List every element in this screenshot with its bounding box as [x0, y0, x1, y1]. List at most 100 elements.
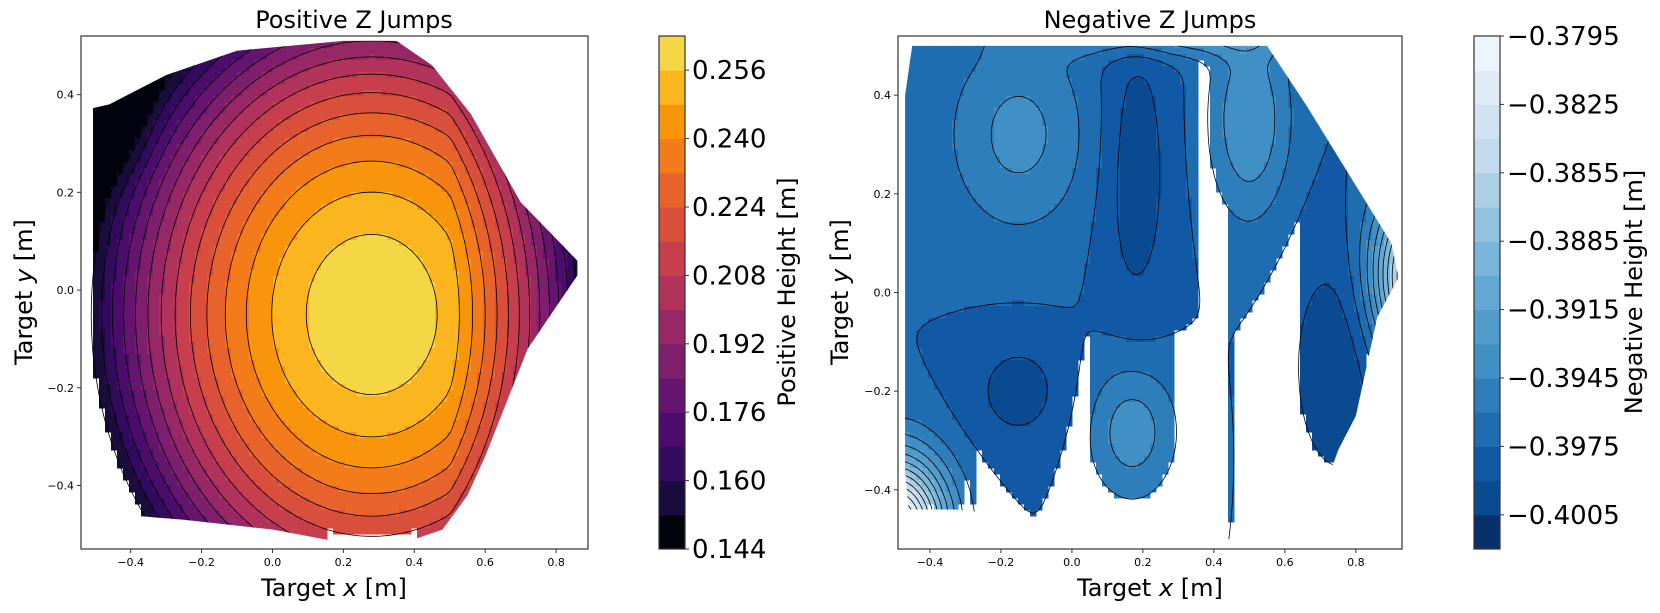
contour-band-cell	[435, 90, 442, 109]
contour-band-cell	[958, 468, 965, 505]
contour-band-cell	[387, 468, 394, 493]
contour-band-cell	[411, 144, 418, 169]
contour-band-cell	[958, 45, 965, 97]
contour-band-cell	[303, 54, 310, 73]
contour-band-cell	[297, 468, 304, 499]
contour-band-cell	[117, 432, 124, 469]
contour-band-cell	[279, 420, 286, 457]
contour-band-cell	[1072, 45, 1079, 61]
contour-band-cell	[231, 456, 238, 487]
contour-band-cell	[1150, 444, 1157, 493]
contour-band-cell	[507, 72, 514, 91]
contour-band-cell	[441, 468, 448, 499]
contour-band-cell	[369, 90, 376, 115]
contour-band-cell	[922, 45, 929, 325]
contour-band-cell	[1162, 45, 1169, 55]
contour-band-cell	[441, 438, 448, 469]
contour-band-cell	[1132, 276, 1139, 343]
contour-band-cell	[1090, 330, 1097, 415]
contour-band-cell	[273, 150, 280, 181]
contour-band-cell	[1360, 384, 1367, 439]
contour-band-cell	[507, 516, 514, 541]
contour-band-cell	[273, 84, 280, 103]
contour-band-cell	[1156, 384, 1163, 487]
contour-band-cell	[201, 72, 208, 91]
contour-band-cell	[507, 498, 514, 517]
negative-y-label: Target y [m]	[826, 219, 854, 366]
contour-band-cell	[1138, 45, 1145, 49]
contour-band-cell	[465, 420, 472, 457]
contour-band-cell	[225, 150, 232, 181]
contour-band-cell	[345, 432, 352, 469]
contour-band-cell	[393, 492, 400, 517]
contour-band-cell	[393, 40, 400, 43]
contour-band-cell	[1138, 54, 1145, 79]
contour-band-cell	[898, 492, 905, 499]
contour-band-cell	[219, 42, 226, 55]
contour-band-cell	[1384, 192, 1391, 211]
contour-band-cell	[339, 40, 346, 43]
contour-band-cell	[273, 348, 280, 415]
contour-band-cell	[423, 210, 430, 271]
contour-band-cell	[1126, 270, 1133, 343]
contour-band-cell	[1012, 222, 1019, 301]
x-tick-label: 0.8	[547, 556, 565, 569]
contour-band-cell	[477, 40, 484, 49]
contour-band-cell	[1042, 216, 1049, 307]
contour-band-cell	[1390, 348, 1397, 367]
contour-band-cell	[213, 462, 220, 487]
colorbar-band	[1474, 480, 1500, 516]
contour-band-cell	[1114, 408, 1121, 457]
contour-band-cell	[291, 78, 298, 97]
contour-band-cell	[405, 462, 412, 487]
y-tick-label: 0.4	[874, 89, 892, 102]
y-tick-label: 0.0	[874, 287, 892, 300]
contour-band-cell	[297, 40, 304, 43]
contour-band-cell	[477, 120, 484, 145]
contour-band-cell	[435, 132, 442, 157]
x-tick-label: −0.2	[988, 556, 1015, 569]
contour-band-cell	[489, 252, 496, 379]
contour-band-cell	[441, 498, 448, 517]
contour-band-cell	[1306, 306, 1313, 433]
contour-band-cell	[1096, 396, 1103, 475]
contour-band-cell	[219, 396, 226, 439]
contour-band-cell	[357, 138, 364, 163]
contour-band-cell	[321, 372, 328, 421]
contour-band-cell	[1042, 306, 1049, 379]
contour-band-cell	[411, 510, 418, 529]
contour-band-cell	[1024, 96, 1031, 175]
contour-band-cell	[237, 42, 244, 61]
contour-band-cell	[513, 264, 520, 367]
contour-band-cell	[315, 420, 322, 457]
contour-band-cell	[207, 216, 214, 277]
contour-band-cell	[934, 492, 941, 511]
contour-band-cell	[183, 162, 190, 193]
contour-band-cell	[171, 72, 178, 91]
contour-band-cell	[303, 186, 310, 223]
contour-band-cell	[525, 84, 532, 103]
contour-band-cell	[261, 40, 268, 43]
contour-band-cell	[513, 528, 520, 545]
contour-band-cell	[910, 474, 917, 481]
contour-band-cell	[291, 42, 298, 61]
contour-band-cell	[489, 40, 496, 49]
contour-band-cell	[291, 138, 298, 163]
contour-band-cell	[213, 378, 220, 427]
contour-band-cell	[555, 216, 562, 283]
contour-band-cell	[1150, 246, 1157, 343]
contour-band-cell	[1024, 174, 1031, 223]
colorbar-tick-label: −0.3795	[1507, 22, 1620, 52]
contour-band-cell	[363, 60, 370, 73]
contour-band-cell	[465, 372, 472, 421]
contour-band-cell	[141, 40, 148, 127]
contour-band-cell	[495, 186, 502, 229]
contour-band-cell	[916, 504, 923, 517]
contour-band-cell	[435, 186, 442, 223]
contour-band-cell	[916, 480, 923, 487]
contour-band-cell	[507, 468, 514, 499]
contour-band-cell	[513, 174, 520, 211]
contour-band-cell	[1300, 210, 1307, 325]
contour-band-cell	[159, 450, 166, 475]
contour-band-cell	[303, 40, 310, 55]
